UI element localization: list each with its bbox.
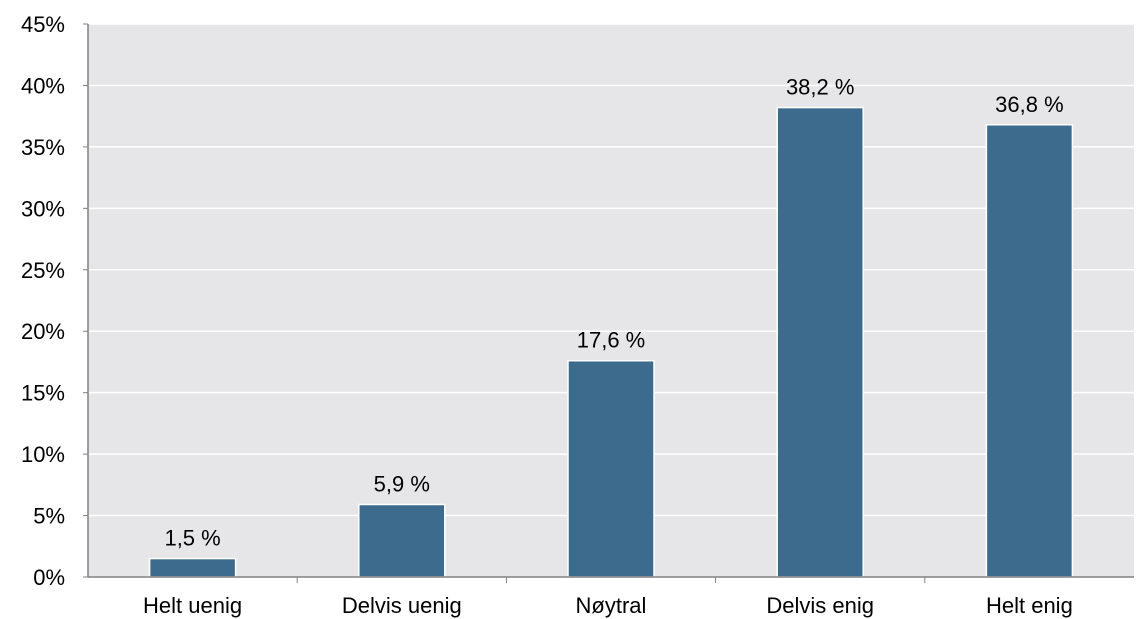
bar — [358, 503, 446, 578]
y-tick-label: 30% — [21, 196, 65, 221]
y-tick-label: 45% — [21, 12, 65, 37]
bar — [567, 359, 655, 578]
x-tick-label: Helt uenig — [143, 593, 242, 618]
data-label: 5,9 % — [374, 471, 430, 496]
bar — [776, 106, 864, 578]
data-label: 17,6 % — [577, 328, 646, 353]
data-label: 36,8 % — [995, 92, 1064, 117]
x-tick-labels: Helt uenig Delvis uenig Nøytral Delvis enig… — [143, 593, 1073, 618]
x-tick-label: Nøytral — [576, 593, 647, 618]
y-tick-label: 40% — [21, 73, 65, 98]
bar — [985, 124, 1074, 578]
y-tick-label: 20% — [21, 319, 65, 344]
y-tick-label: 35% — [21, 135, 65, 160]
y-tick-label: 15% — [21, 381, 65, 406]
bars — [148, 106, 1074, 578]
data-label: 38,2 % — [786, 75, 855, 100]
data-labels: 1,5 % 5,9 % 17,6 % 38,2 % 36,8 % — [164, 75, 1063, 551]
y-tick-label: 25% — [21, 258, 65, 283]
y-tick-label: 10% — [21, 442, 65, 467]
y-tick-label: 5% — [33, 504, 65, 529]
data-label: 1,5 % — [164, 526, 220, 551]
bar — [148, 557, 237, 578]
x-tick-label: Delvis enig — [766, 593, 874, 618]
axes — [83, 23, 1134, 583]
x-tick-label: Helt enig — [986, 593, 1073, 618]
x-tick-label: Delvis uenig — [342, 593, 462, 618]
y-tick-labels: 0% 5% 10% 15% 20% 25% 30% 35% 40% 45% — [21, 12, 65, 590]
y-tick-label: 0% — [33, 565, 65, 590]
